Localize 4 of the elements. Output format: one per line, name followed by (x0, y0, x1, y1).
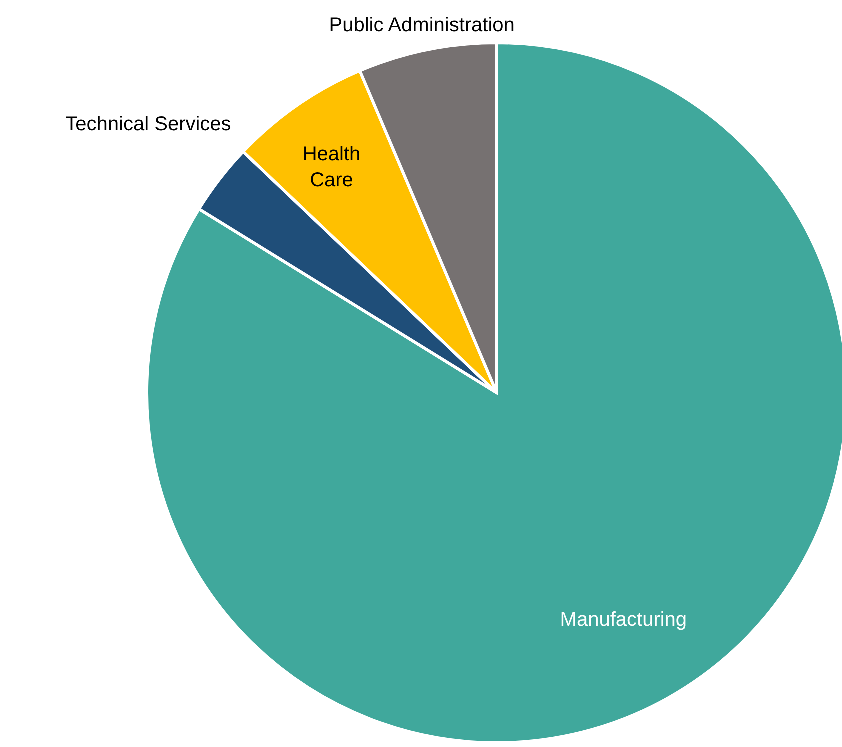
slice-label: Technical Services (66, 113, 232, 136)
slice-label: Public Administration (329, 14, 515, 37)
slice-label: Health Care (302, 144, 361, 192)
slice-label: Manufacturing (560, 609, 688, 632)
